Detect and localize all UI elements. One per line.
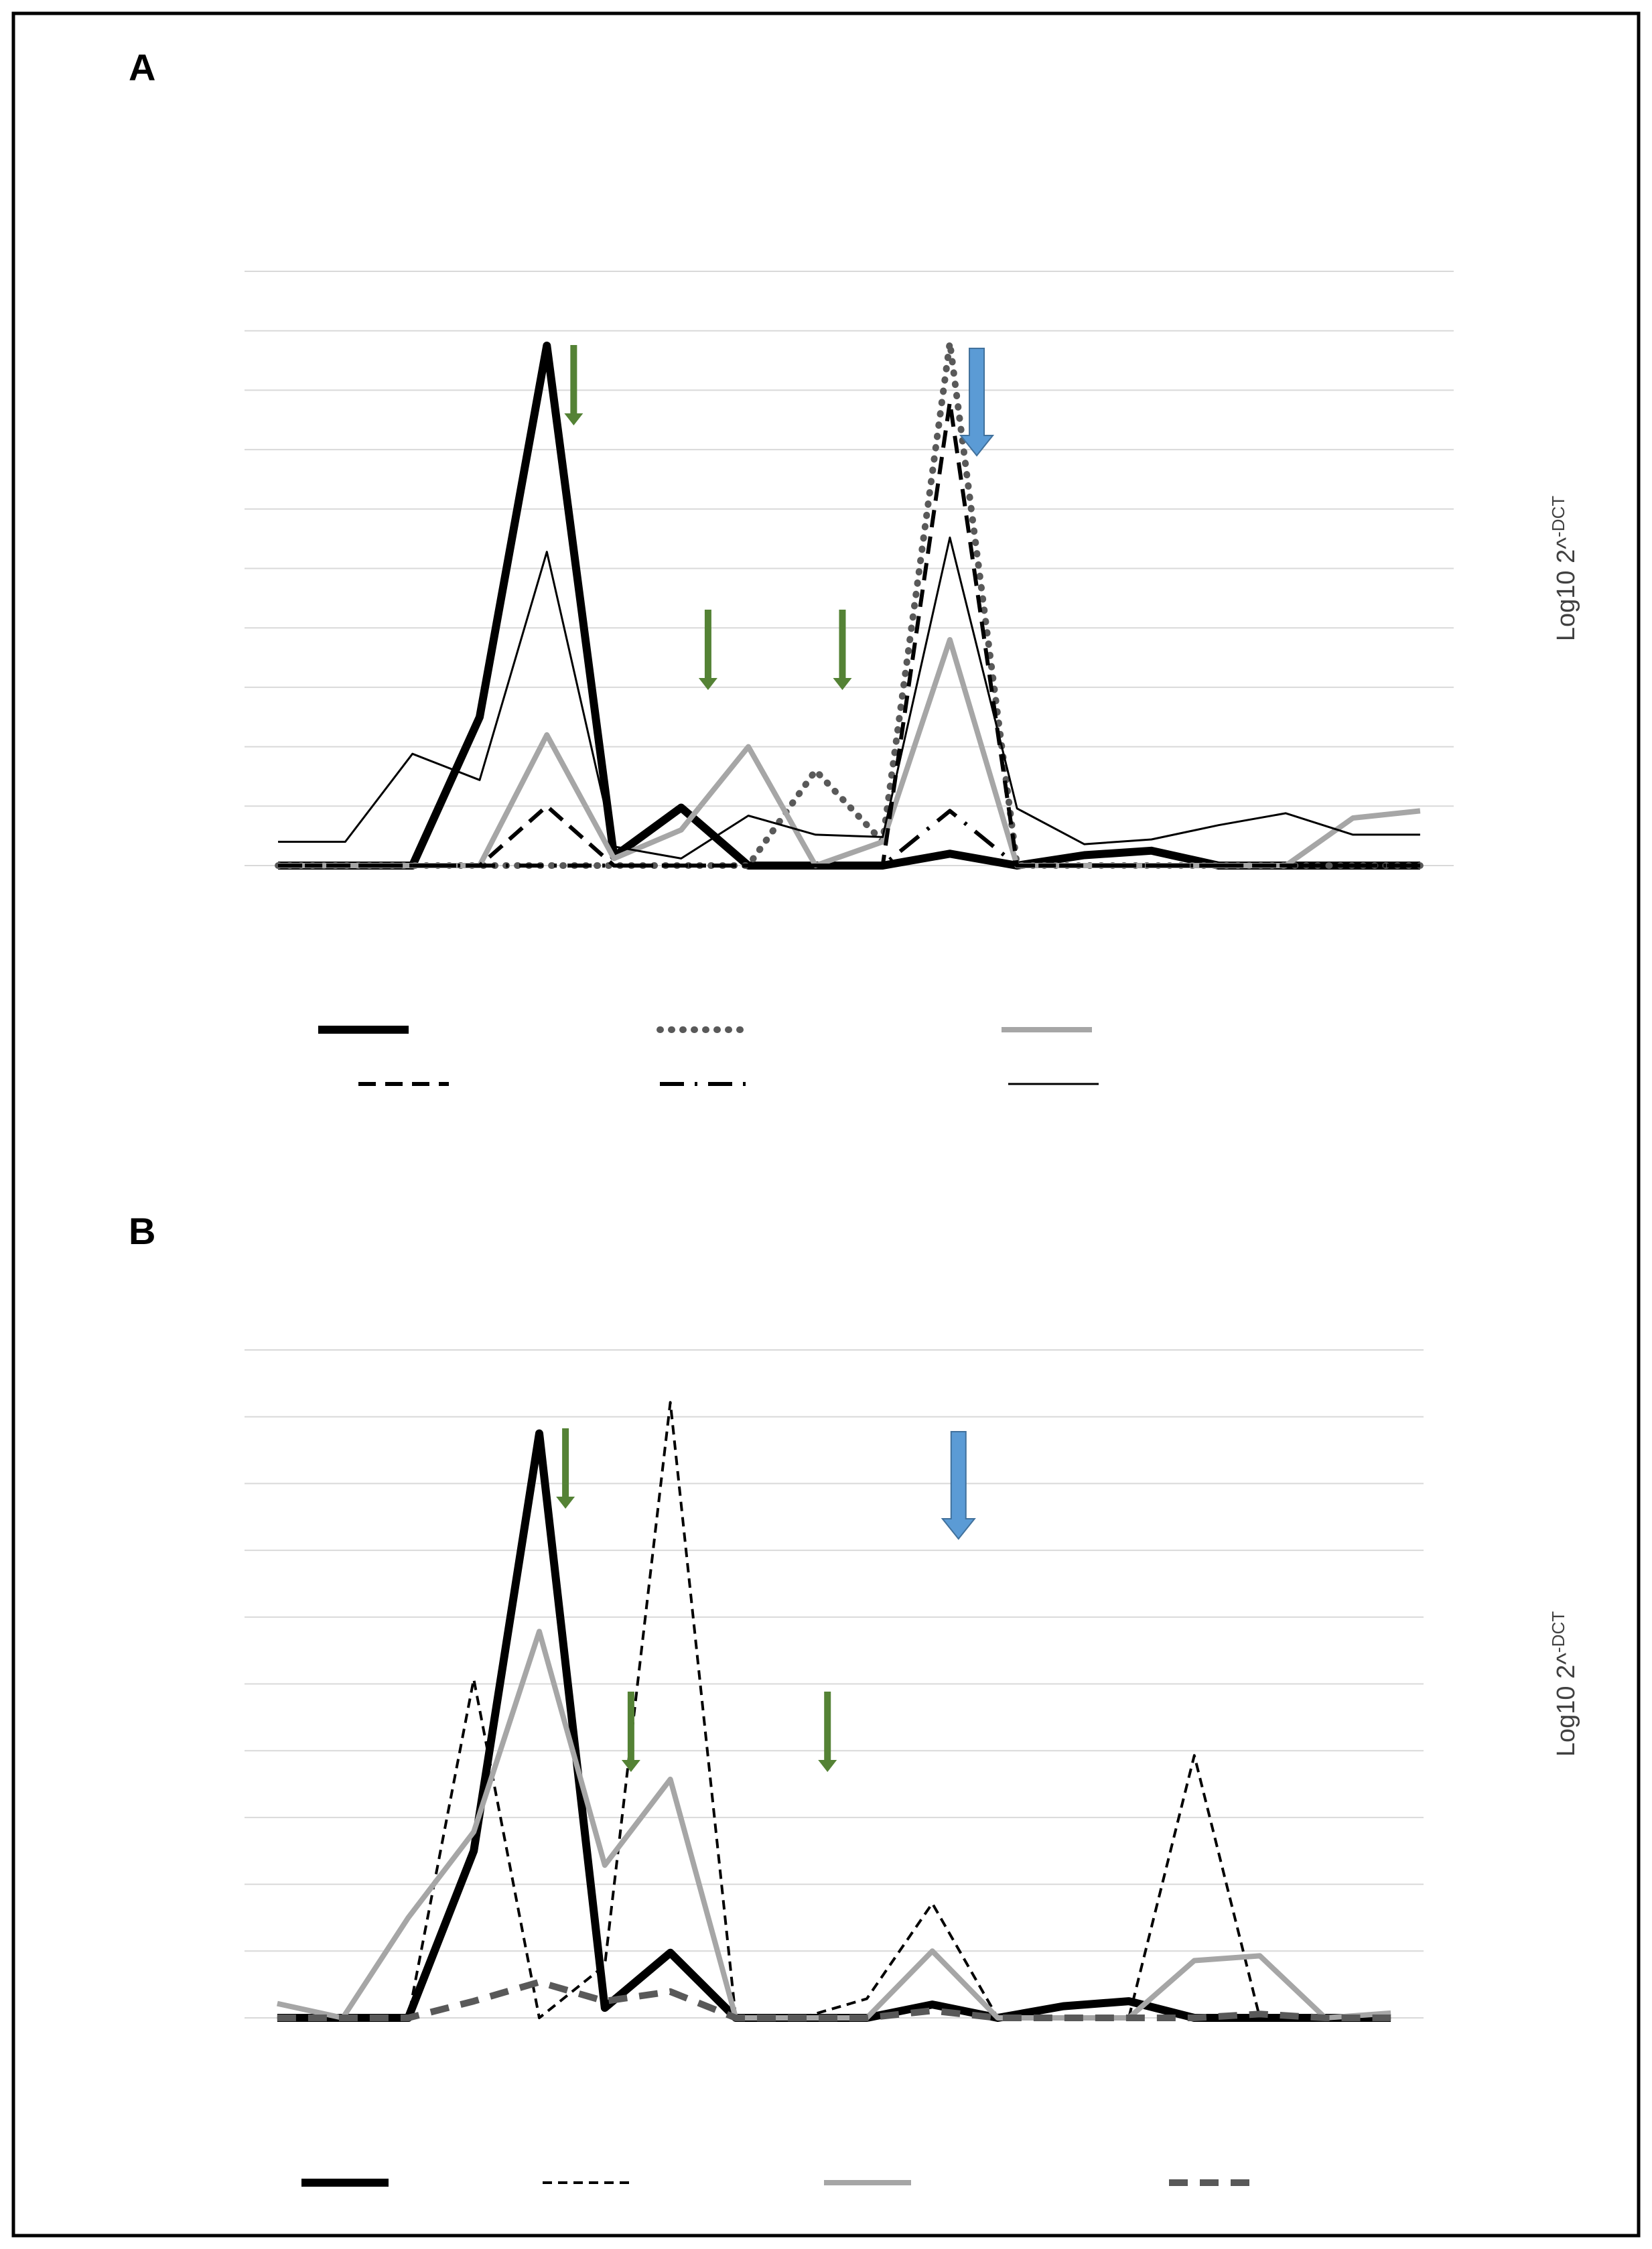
chart-b: Log10 2^-DCT	[245, 1349, 1580, 2187]
y2-axis-label: Log10 2^-DCT	[1548, 1611, 1580, 1757]
y2-axis-label-main: Log10 2^	[1552, 537, 1580, 641]
ganciclovir-arrow-icon	[621, 1692, 640, 1772]
series-line-hcmv-mir-us25-2-3p	[278, 536, 1420, 860]
ganciclovir-arrow-icon	[818, 1692, 837, 1772]
y2-axis-label-main: Log10 2^	[1552, 1653, 1580, 1757]
chart-a: Log10 2^-DCT	[245, 271, 1580, 1086]
series-line-hsa-mir-141-	[277, 1978, 1391, 2021]
ctl-infusion-arrow-icon	[941, 1431, 976, 1540]
ctl-infusion-arrow-icon	[959, 348, 995, 457]
y2-axis-label: Log10 2^-DCT	[1548, 496, 1580, 641]
series-line-hsa-mir-603	[277, 1401, 1391, 2019]
panel-label-a: A	[129, 46, 155, 88]
ganciclovir-arrow-icon	[698, 610, 717, 690]
y2-axis-label-sup: -DCT	[1548, 1611, 1568, 1653]
panel-label-b: B	[129, 1210, 155, 1252]
ganciclovir-arrow-icon	[556, 1428, 575, 1509]
ganciclovir-arrow-icon	[833, 610, 852, 690]
figure-border	[11, 11, 1641, 2238]
y2-axis-label-sup: -DCT	[1548, 496, 1568, 537]
series-line-hcmv-mir-us4-3p	[278, 400, 1420, 868]
ganciclovir-arrow-icon	[564, 345, 583, 425]
